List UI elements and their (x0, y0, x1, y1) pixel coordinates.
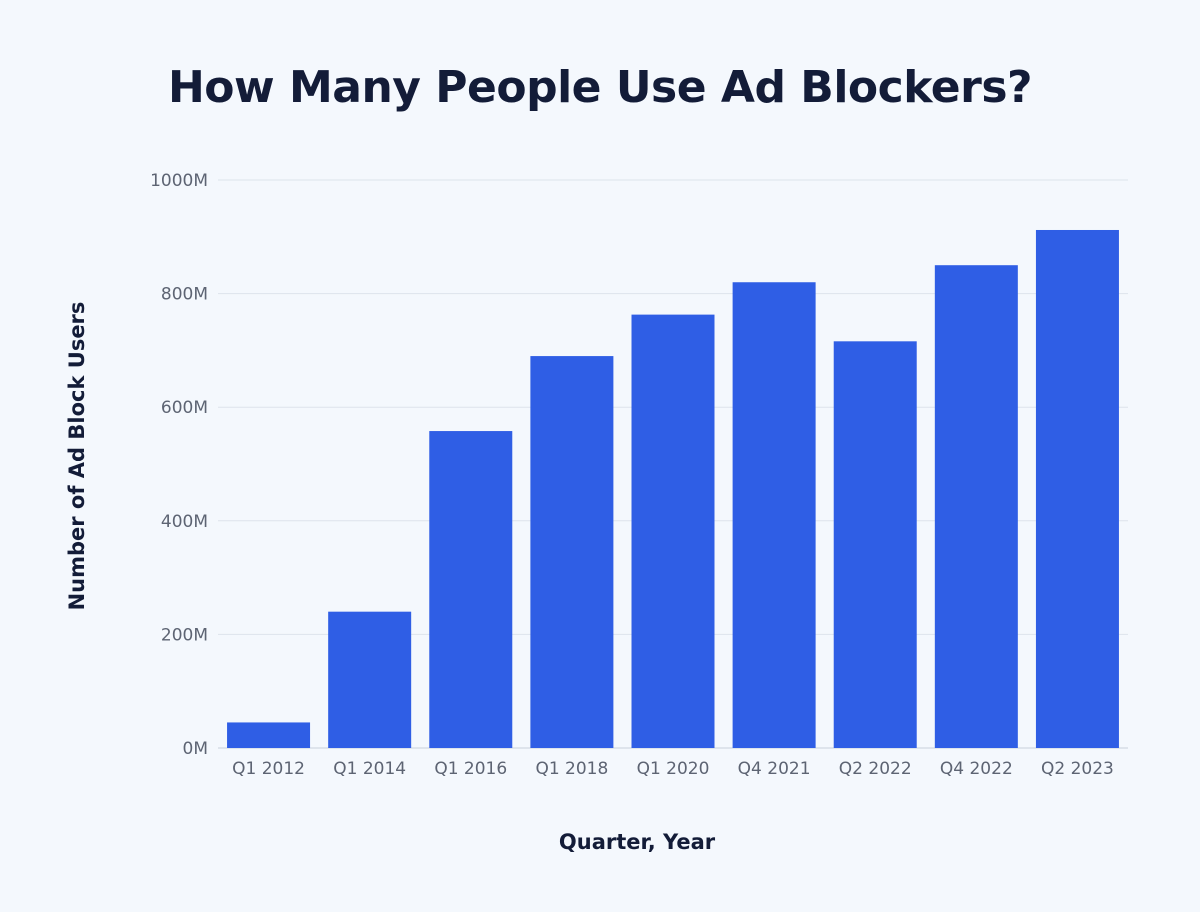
bar (732, 282, 816, 748)
x-tick-label: Q1 2020 (637, 759, 710, 779)
x-axis-ticks: Q1 2012 Q1 2014 Q1 2016 Q1 2018 Q1 2020 Q4 20… (232, 759, 1114, 779)
x-tick-label: Q1 2014 (333, 759, 406, 779)
x-axis-label: Quarter, Year (558, 830, 716, 854)
bars (227, 229, 1119, 748)
y-tick-label: 0M (183, 739, 208, 759)
y-tick-label: 400M (161, 512, 208, 532)
bar (530, 356, 614, 748)
y-axis-label: Number of Ad Block Users (65, 301, 89, 611)
x-tick-label: Q2 2022 (839, 759, 912, 779)
bar (429, 431, 513, 748)
x-tick-label: Q1 2018 (535, 759, 608, 779)
bar (833, 341, 917, 748)
y-tick-label: 200M (161, 625, 208, 645)
x-tick-label: Q1 2012 (232, 759, 305, 779)
y-tick-label: 1000M (150, 171, 208, 191)
y-axis-ticks: 0M 200M 400M 600M 800M 1000M (150, 171, 208, 759)
bar (328, 611, 412, 748)
x-tick-label: Q4 2022 (940, 759, 1013, 779)
bar (1035, 229, 1119, 748)
bar (934, 265, 1018, 748)
y-tick-label: 600M (161, 398, 208, 418)
bar (227, 722, 311, 748)
bar (631, 314, 715, 748)
x-tick-label: Q2 2023 (1041, 759, 1114, 779)
chart-title: How Many People Use Ad Blockers? (167, 62, 1033, 113)
y-tick-label: 800M (161, 285, 208, 305)
x-tick-label: Q1 2016 (434, 759, 507, 779)
x-tick-label: Q4 2021 (738, 759, 811, 779)
